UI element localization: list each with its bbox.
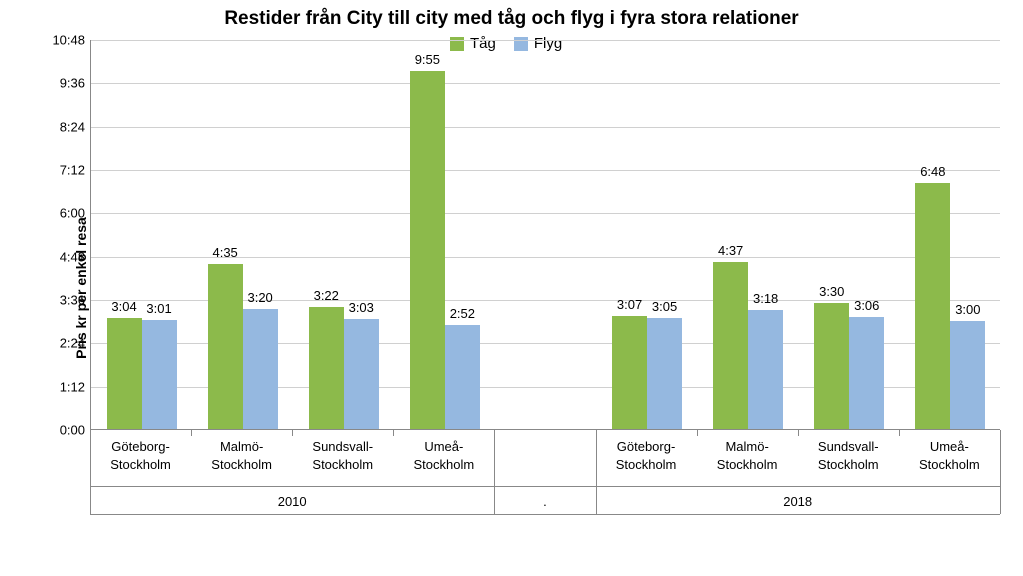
x-group-bottom-border bbox=[90, 514, 1000, 515]
y-tick-label: 6:00 bbox=[60, 206, 91, 221]
y-tick-label: 1:12 bbox=[60, 379, 91, 394]
bar-flyg bbox=[142, 320, 177, 429]
bar-flyg bbox=[950, 321, 985, 429]
x-group-separator bbox=[90, 436, 91, 514]
gridline bbox=[91, 213, 1000, 214]
x-group-separator bbox=[1000, 436, 1001, 514]
bar-tag bbox=[208, 264, 243, 430]
bar-value-label: 3:20 bbox=[247, 290, 272, 305]
plot-area: 0:001:122:243:364:486:007:128:249:3610:4… bbox=[90, 40, 1000, 430]
bar-flyg bbox=[344, 319, 379, 429]
x-category-label: Malmö-Stockholm bbox=[717, 438, 778, 474]
bar-value-label: 4:35 bbox=[212, 245, 237, 260]
bar-value-label: 3:22 bbox=[314, 288, 339, 303]
x-group-separator bbox=[596, 436, 597, 514]
bar-tag bbox=[713, 262, 748, 429]
x-tick bbox=[191, 430, 192, 436]
bar-flyg bbox=[748, 310, 783, 429]
x-tick bbox=[697, 430, 698, 436]
x-category-label: Göteborg-Stockholm bbox=[616, 438, 677, 474]
bar-tag bbox=[612, 316, 647, 429]
x-category-label: Göteborg-Stockholm bbox=[110, 438, 171, 474]
chart-title: Restider från City till city med tåg och… bbox=[0, 8, 1023, 30]
x-category-label: Umeå-Stockholm bbox=[413, 438, 474, 474]
x-tick bbox=[292, 430, 293, 436]
bar-tag bbox=[814, 303, 849, 429]
y-tick-label: 7:12 bbox=[60, 163, 91, 178]
bar-flyg bbox=[243, 309, 278, 429]
bar-value-label: 2:52 bbox=[450, 306, 475, 321]
y-tick-label: 9:36 bbox=[60, 76, 91, 91]
y-tick-label: 0:00 bbox=[60, 423, 91, 438]
bar-value-label: 3:03 bbox=[349, 300, 374, 315]
x-category-label: Malmö-Stockholm bbox=[211, 438, 272, 474]
bar-tag bbox=[915, 183, 950, 429]
gridline bbox=[91, 170, 1000, 171]
bar-value-label: 6:48 bbox=[920, 164, 945, 179]
bar-value-label: 3:05 bbox=[652, 299, 677, 314]
bar-value-label: 3:01 bbox=[146, 301, 171, 316]
x-group-label: 2018 bbox=[783, 494, 812, 509]
x-group-divider bbox=[90, 486, 1000, 487]
y-tick-label: 3:36 bbox=[60, 293, 91, 308]
y-tick-label: 8:24 bbox=[60, 119, 91, 134]
x-tick bbox=[798, 430, 799, 436]
chart-container: Restider från City till city med tåg och… bbox=[0, 0, 1023, 576]
bar-flyg bbox=[445, 325, 480, 429]
bar-value-label: 4:37 bbox=[718, 243, 743, 258]
gridline bbox=[91, 40, 1000, 41]
bar-tag bbox=[410, 71, 445, 429]
bar-flyg bbox=[647, 318, 682, 429]
bar-value-label: 3:18 bbox=[753, 291, 778, 306]
bar-value-label: 9:55 bbox=[415, 52, 440, 67]
bar-value-label: 3:06 bbox=[854, 298, 879, 313]
bar-value-label: 3:04 bbox=[111, 299, 136, 314]
gridline bbox=[91, 83, 1000, 84]
bar-value-label: 3:07 bbox=[617, 297, 642, 312]
gridline bbox=[91, 127, 1000, 128]
bar-value-label: 3:30 bbox=[819, 284, 844, 299]
y-tick-label: 2:24 bbox=[60, 336, 91, 351]
x-group-label: 2010 bbox=[278, 494, 307, 509]
x-tick bbox=[393, 430, 394, 436]
x-tick bbox=[899, 430, 900, 436]
x-category-label: Umeå-Stockholm bbox=[919, 438, 980, 474]
bar-flyg bbox=[849, 317, 884, 429]
x-group-label: . bbox=[543, 494, 547, 509]
bar-value-label: 3:00 bbox=[955, 302, 980, 317]
y-tick-label: 4:48 bbox=[60, 249, 91, 264]
bar-tag bbox=[309, 307, 344, 429]
x-group-separator bbox=[494, 436, 495, 514]
x-category-label: Sundsvall-Stockholm bbox=[818, 438, 879, 474]
bar-tag bbox=[107, 318, 142, 429]
y-tick-label: 10:48 bbox=[52, 33, 91, 48]
x-category-label: Sundsvall-Stockholm bbox=[312, 438, 373, 474]
